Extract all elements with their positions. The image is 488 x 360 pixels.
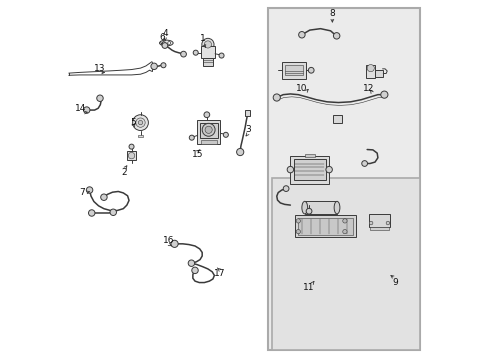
Text: 15: 15 (192, 150, 203, 159)
Circle shape (101, 194, 107, 201)
Bar (366, 64, 375, 78)
Circle shape (296, 229, 300, 234)
Circle shape (219, 53, 224, 58)
Text: 16: 16 (163, 237, 175, 246)
Circle shape (386, 221, 389, 225)
Bar (199, 123, 217, 138)
Text: 3: 3 (244, 125, 250, 134)
Circle shape (305, 208, 311, 214)
Bar (197, 120, 220, 144)
Circle shape (325, 166, 332, 173)
Bar (244, 110, 249, 116)
Text: 7: 7 (80, 188, 85, 197)
Circle shape (128, 152, 135, 159)
Circle shape (361, 161, 367, 166)
Circle shape (366, 64, 373, 72)
Circle shape (110, 209, 116, 216)
Circle shape (308, 67, 313, 73)
Circle shape (273, 94, 280, 101)
Bar (304, 201, 336, 214)
Bar (368, 214, 389, 227)
Circle shape (171, 240, 178, 247)
Text: 11: 11 (302, 283, 313, 292)
Bar (272, 178, 419, 350)
Circle shape (132, 115, 148, 131)
Bar (284, 64, 303, 75)
Text: 5: 5 (130, 118, 136, 127)
Circle shape (203, 112, 209, 118)
Bar (267, 8, 419, 350)
Circle shape (342, 219, 346, 223)
Text: 1: 1 (200, 34, 206, 43)
Circle shape (380, 91, 387, 98)
Text: 9: 9 (391, 278, 397, 287)
Ellipse shape (159, 40, 173, 46)
Circle shape (188, 260, 194, 266)
Circle shape (204, 126, 212, 134)
Bar (138, 135, 142, 137)
Bar (126, 151, 136, 160)
Circle shape (236, 148, 244, 156)
Circle shape (151, 63, 157, 69)
Circle shape (286, 166, 293, 173)
Circle shape (162, 42, 167, 48)
Text: 6: 6 (159, 33, 164, 42)
Circle shape (180, 51, 186, 57)
Text: 12: 12 (362, 84, 373, 93)
Circle shape (333, 33, 339, 39)
Bar (294, 215, 355, 237)
Circle shape (161, 63, 165, 68)
Ellipse shape (333, 201, 339, 214)
Bar (202, 58, 213, 66)
Bar (201, 140, 216, 144)
Circle shape (191, 267, 198, 274)
Circle shape (193, 50, 198, 55)
Circle shape (202, 39, 214, 50)
Text: 8: 8 (329, 9, 335, 18)
Text: 17: 17 (213, 269, 224, 278)
Circle shape (204, 41, 211, 48)
Text: 14: 14 (74, 104, 86, 113)
Text: 2: 2 (122, 168, 127, 177)
Circle shape (202, 123, 215, 136)
Circle shape (296, 219, 300, 223)
Bar (293, 159, 325, 180)
Bar (369, 226, 388, 230)
Circle shape (368, 221, 372, 225)
Circle shape (283, 186, 288, 192)
Bar (297, 218, 352, 234)
Bar (375, 70, 383, 77)
Text: 4: 4 (162, 29, 167, 38)
Text: 10: 10 (296, 84, 307, 93)
Circle shape (83, 107, 90, 113)
Bar (281, 62, 305, 79)
Circle shape (86, 187, 93, 193)
Text: 13: 13 (93, 64, 105, 73)
Circle shape (136, 118, 145, 127)
Bar (201, 45, 215, 58)
Circle shape (342, 229, 346, 234)
Circle shape (167, 41, 170, 44)
Bar (290, 156, 328, 184)
Circle shape (298, 32, 305, 38)
Circle shape (162, 41, 165, 44)
Circle shape (97, 95, 103, 102)
Circle shape (129, 144, 134, 149)
Bar (333, 116, 341, 123)
Ellipse shape (301, 201, 307, 214)
Circle shape (88, 210, 95, 216)
Circle shape (138, 121, 142, 125)
Bar (304, 154, 314, 157)
Circle shape (223, 132, 228, 137)
Circle shape (189, 135, 194, 140)
